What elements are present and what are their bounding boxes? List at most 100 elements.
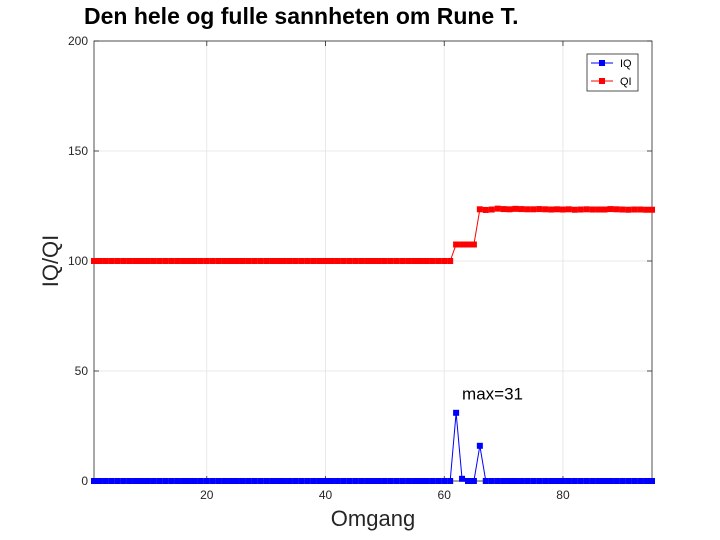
- data-point-qi: [554, 206, 561, 213]
- data-point-iq: [322, 478, 329, 484]
- data-point-qi: [239, 258, 246, 264]
- data-point-iq: [512, 478, 519, 484]
- data-point-iq: [601, 478, 608, 484]
- data-point-qi: [144, 258, 151, 264]
- data-point-qi: [108, 258, 115, 264]
- x-tick-label: 40: [319, 488, 333, 502]
- data-point-qi: [643, 206, 650, 213]
- data-point-qi: [346, 258, 353, 264]
- data-point-qi: [613, 206, 620, 213]
- data-point-qi: [405, 258, 412, 264]
- data-point-iq: [375, 478, 382, 484]
- data-point-iq: [571, 478, 578, 484]
- data-point-qi: [571, 206, 578, 213]
- data-point-qi: [637, 206, 644, 213]
- data-point-iq: [108, 478, 115, 484]
- data-point-iq: [637, 478, 644, 484]
- data-point-qi: [441, 258, 448, 264]
- data-point-qi: [464, 241, 471, 248]
- x-tick-label: 60: [438, 488, 452, 502]
- data-point-qi: [625, 206, 632, 213]
- data-point-qi: [607, 206, 614, 213]
- data-point-iq: [441, 478, 448, 484]
- data-point-iq: [328, 478, 335, 484]
- data-point-iq: [162, 478, 169, 484]
- legend: IQ QI: [586, 53, 639, 92]
- y-tick-label: 100: [68, 254, 88, 268]
- data-point-qi: [221, 258, 228, 264]
- data-point-iq: [417, 478, 424, 484]
- data-point-qi: [595, 206, 602, 213]
- data-point-qi: [482, 206, 489, 213]
- data-point-iq: [476, 442, 483, 449]
- x-tick-label: 80: [556, 488, 570, 502]
- data-point-iq: [150, 478, 157, 484]
- data-point-iq: [595, 478, 602, 484]
- data-point-iq: [96, 478, 103, 484]
- data-point-iq: [316, 478, 323, 484]
- data-point-qi: [257, 258, 264, 264]
- data-point-iq: [530, 478, 537, 484]
- data-point-qi: [500, 206, 507, 213]
- data-point-qi: [370, 258, 376, 264]
- data-point-qi: [536, 206, 543, 213]
- legend-label-iq: IQ: [620, 58, 632, 70]
- data-point-iq: [120, 478, 127, 484]
- data-point-qi: [649, 206, 655, 213]
- legend-box: [586, 53, 639, 92]
- data-point-iq: [91, 478, 97, 484]
- data-point-qi: [423, 258, 430, 264]
- data-point-iq: [453, 409, 460, 416]
- data-point-iq: [138, 478, 145, 484]
- data-point-iq: [435, 478, 442, 484]
- data-point-iq: [494, 478, 501, 484]
- data-point-qi: [150, 258, 157, 264]
- data-point-iq: [459, 475, 466, 482]
- data-point-qi: [375, 258, 382, 264]
- data-point-iq: [102, 478, 109, 484]
- data-point-iq: [643, 478, 650, 484]
- data-point-iq: [524, 478, 531, 484]
- data-point-iq: [180, 478, 187, 484]
- data-point-qi: [417, 258, 424, 264]
- data-point-qi: [304, 258, 311, 264]
- data-point-qi: [494, 205, 501, 212]
- data-point-qi: [292, 258, 299, 264]
- y-tick-label: 150: [68, 144, 88, 158]
- data-point-qi: [280, 258, 287, 264]
- data-point-iq: [203, 478, 210, 484]
- data-point-qi: [530, 206, 537, 213]
- data-point-iq: [583, 478, 590, 484]
- data-point-iq: [464, 478, 471, 484]
- data-point-iq: [447, 478, 454, 484]
- data-point-iq: [565, 478, 572, 484]
- data-point-iq: [269, 478, 276, 484]
- data-point-qi: [364, 258, 371, 264]
- data-point-qi: [245, 258, 252, 264]
- data-point-qi: [275, 258, 282, 264]
- data-point-qi: [512, 205, 519, 212]
- data-point-qi: [577, 206, 584, 213]
- data-point-qi: [209, 258, 216, 264]
- data-point-qi: [298, 258, 305, 264]
- data-point-qi: [162, 258, 169, 264]
- data-point-iq: [631, 478, 638, 484]
- data-point-iq: [488, 478, 495, 484]
- data-point-iq: [381, 478, 388, 484]
- data-point-iq: [482, 478, 489, 484]
- data-point-qi: [197, 258, 204, 264]
- data-point-iq: [215, 478, 222, 484]
- data-point-iq: [174, 478, 181, 484]
- y-axis-label: IQ/QI: [38, 235, 63, 288]
- data-point-qi: [310, 258, 317, 264]
- data-point-iq: [304, 478, 311, 484]
- data-point-qi: [156, 258, 163, 264]
- data-point-iq: [126, 478, 133, 484]
- data-point-iq: [649, 478, 655, 484]
- data-point-iq: [197, 478, 204, 484]
- data-point-qi: [191, 258, 198, 264]
- data-point-iq: [577, 478, 584, 484]
- legend-marker-qi: [599, 78, 605, 84]
- data-point-qi: [435, 258, 442, 264]
- data-point-qi: [506, 206, 513, 213]
